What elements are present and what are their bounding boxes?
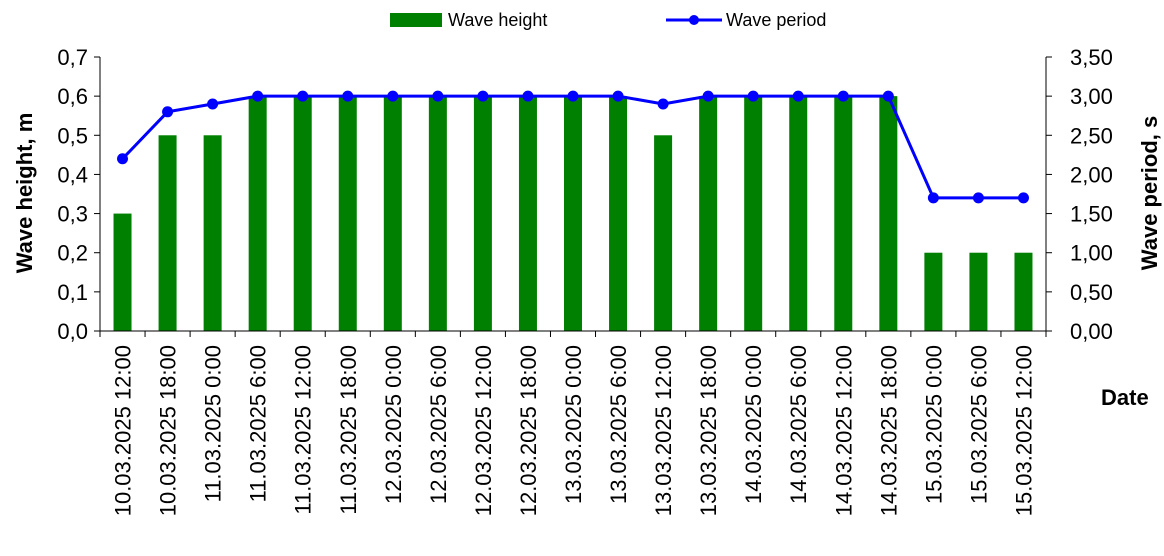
point-wave-period	[792, 90, 804, 102]
point-wave-period	[612, 90, 624, 102]
y-tick-label: 0,2	[57, 241, 88, 266]
bar-wave-height	[699, 96, 718, 332]
y2-tick-label: 3,50	[1070, 45, 1113, 70]
bar-wave-height	[564, 96, 582, 332]
bar-wave-height	[338, 96, 357, 332]
point-wave-period	[657, 98, 669, 110]
point-wave-period	[702, 90, 714, 102]
bar-wave-height	[834, 96, 853, 332]
x-tick-label: 12.03.2025 12:00	[471, 345, 496, 516]
y-tick-label: 0,4	[57, 162, 88, 187]
x-tick-label: 13.03.2025 6:00	[606, 345, 631, 504]
point-wave-period	[387, 90, 399, 102]
legend-swatch-wave-height	[390, 13, 442, 27]
bar-wave-height	[654, 135, 673, 331]
x-tick-label: 13.03.2025 0:00	[561, 345, 586, 504]
point-wave-period	[252, 90, 264, 102]
bar-wave-height	[969, 252, 988, 331]
point-wave-period	[342, 90, 354, 102]
point-wave-period	[882, 90, 894, 102]
legend-marker-wave-period	[689, 15, 699, 25]
bar-wave-height	[609, 96, 628, 332]
point-wave-period	[837, 90, 849, 102]
x-tick-label: 12.03.2025 18:00	[516, 345, 541, 516]
y-axis-ticks: 0,0 0,1 0,2 0,3 0,4 0,5 0,6 0,7	[57, 45, 100, 344]
bar-wave-height	[293, 96, 312, 332]
bars-wave-height	[113, 96, 1033, 332]
legend-label-wave-period: Wave period	[726, 10, 826, 30]
x-tick-label: 12.03.2025 0:00	[381, 345, 406, 504]
axes	[99, 57, 1047, 332]
x-axis-ticks: 10.03.2025 12:00 10.03.2025 18:00 11.03.20…	[99, 331, 1047, 516]
bar-wave-height	[473, 96, 492, 332]
legend-label-wave-height: Wave height	[448, 10, 547, 30]
point-wave-period	[747, 90, 759, 102]
x-tick-label: 14.03.2025 0:00	[741, 345, 766, 504]
bar-wave-height	[1014, 252, 1033, 331]
y-tick-label: 0,3	[57, 202, 88, 227]
x-axis-title: Date	[1101, 385, 1149, 410]
y2-axis-title: Wave period, s	[1137, 116, 1162, 270]
x-tick-label: 11.03.2025 6:00	[246, 345, 271, 502]
x-tick-label: 10.03.2025 12:00	[111, 345, 136, 516]
bar-wave-height	[248, 96, 267, 332]
x-tick-label: 11.03.2025 0:00	[201, 345, 226, 502]
y2-tick-label: 2,50	[1070, 123, 1113, 148]
x-tick-label: 13.03.2025 18:00	[696, 345, 721, 516]
bar-wave-height	[744, 96, 763, 332]
bar-wave-height	[789, 96, 808, 332]
y-tick-label: 0,5	[57, 123, 88, 148]
bar-wave-height	[924, 252, 943, 331]
point-wave-period	[117, 153, 129, 165]
y2-tick-label: 2,00	[1070, 162, 1113, 187]
y2-axis-ticks: 0,00 0,50 1,00 1,50 2,00 2,50 3,00 3,50	[1046, 45, 1113, 344]
y-axis-title: Wave height, m	[12, 113, 37, 274]
x-tick-label: 14.03.2025 6:00	[786, 345, 811, 504]
point-wave-period	[432, 90, 444, 102]
x-tick-label: 15.03.2025 0:00	[921, 345, 946, 504]
x-tick-label: 15.03.2025 12:00	[1011, 345, 1036, 516]
bar-wave-height	[113, 213, 132, 331]
bar-wave-height	[428, 96, 447, 332]
bar-wave-height	[879, 96, 898, 332]
y-tick-label: 0,7	[57, 45, 88, 70]
y2-tick-label: 1,50	[1070, 202, 1113, 227]
point-wave-period	[1017, 192, 1029, 204]
line-wave-period	[117, 90, 1029, 204]
x-tick-label: 14.03.2025 18:00	[876, 345, 901, 516]
y2-tick-label: 3,00	[1070, 84, 1113, 109]
point-wave-period	[567, 90, 579, 102]
bar-wave-height	[383, 96, 402, 332]
y2-tick-label: 0,50	[1070, 280, 1113, 305]
bar-wave-height	[203, 135, 222, 331]
point-wave-period	[162, 106, 174, 118]
x-tick-label: 15.03.2025 6:00	[966, 345, 991, 504]
y2-tick-label: 0,00	[1070, 319, 1113, 344]
y-tick-label: 0,1	[57, 280, 88, 305]
point-wave-period	[522, 90, 534, 102]
x-tick-label: 11.03.2025 18:00	[336, 345, 361, 515]
bar-wave-height	[158, 135, 177, 331]
point-wave-period	[477, 90, 489, 102]
legend: Wave height Wave period	[390, 10, 826, 30]
x-tick-label: 14.03.2025 12:00	[831, 345, 856, 516]
x-tick-label: 12.03.2025 6:00	[426, 345, 451, 504]
y2-tick-label: 1,00	[1070, 241, 1113, 266]
point-wave-period	[297, 90, 309, 102]
bar-wave-height	[518, 96, 537, 332]
point-wave-period	[927, 192, 939, 204]
point-wave-period	[207, 98, 219, 110]
y-tick-label: 0,0	[57, 319, 88, 344]
point-wave-period	[972, 192, 984, 204]
y-tick-label: 0,6	[57, 84, 88, 109]
x-tick-label: 11.03.2025 12:00	[291, 345, 316, 515]
x-tick-label: 13.03.2025 12:00	[651, 345, 676, 516]
x-tick-label: 10.03.2025 18:00	[156, 345, 181, 516]
